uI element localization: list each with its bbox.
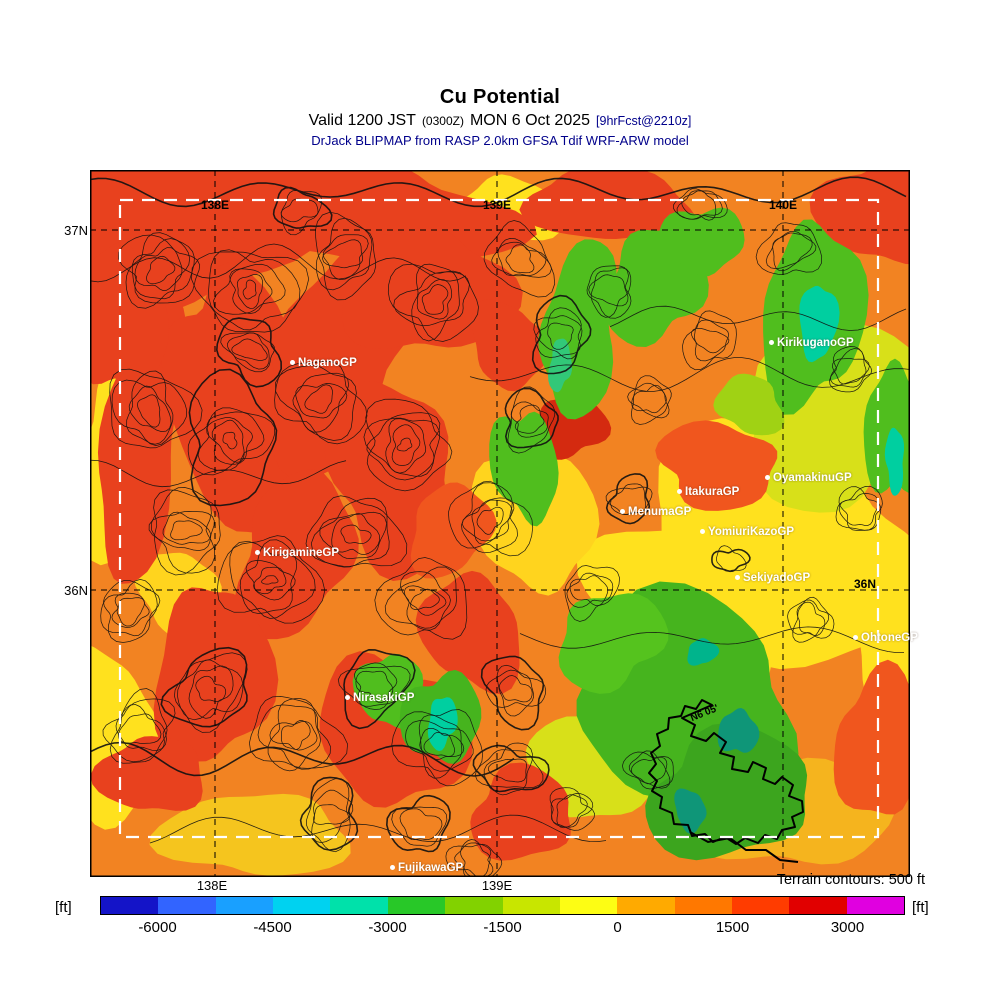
site-nagano: NaganoGP <box>290 357 357 369</box>
site-label: KirikuganoGP <box>777 337 854 349</box>
colorbar-segment <box>158 897 216 914</box>
site-label: OyamakinuGP <box>773 472 852 484</box>
site-marker-dot <box>853 635 858 640</box>
colorbar-tick-label: -3000 <box>368 919 407 936</box>
colorbar-segment <box>330 897 388 914</box>
potential-color-field <box>90 170 910 876</box>
forecast-run-note: [9hrFcst@2210z] <box>596 114 692 128</box>
colorbar-segment <box>273 897 331 914</box>
colorbar-tick-labels: -6000 -4500 -3000 -1500 0 1500 3000 <box>100 919 905 939</box>
site-sekiyado: SekiyadoGP <box>735 572 810 584</box>
site-marker-dot <box>390 865 395 870</box>
lon-label-138e-top: 138E <box>200 198 230 212</box>
site-kirikugano: KirikuganoGP <box>769 337 854 349</box>
site-ohtone: OhtoneGP <box>853 632 918 644</box>
colorbar-segment <box>559 897 618 914</box>
site-label: NirasakiGP <box>353 692 415 704</box>
site-kirigamine: KirigamineGP <box>255 547 339 559</box>
site-marker-dot <box>700 529 705 534</box>
site-marker-dot <box>677 489 682 494</box>
colorbar-tick-label: 0 <box>613 919 622 936</box>
colorbar-tick-label: 3000 <box>830 919 865 936</box>
colorbar-tick-label: -6000 <box>138 919 177 936</box>
colorbar-tick-label: -4500 <box>253 919 292 936</box>
lon-label-140e-top: 140E <box>768 198 798 212</box>
site-label: SekiyadoGP <box>743 572 811 584</box>
colorbar-segment <box>674 897 732 914</box>
site-label: NaganoGP <box>298 357 357 369</box>
site-marker-dot <box>620 509 625 514</box>
site-marker-dot <box>345 695 350 700</box>
colorbar-segment <box>502 897 560 914</box>
valid-time-line: Valid 1200 JST (0300Z) MON 6 Oct 2025 [9hrF… <box>0 112 1000 130</box>
model-domain-boundary <box>118 198 880 839</box>
site-label: FujikawaGP <box>398 862 464 874</box>
valid-time-utc: (0300Z) <box>421 114 464 128</box>
site-marker-dot <box>765 475 770 480</box>
forecast-map-canvas <box>90 170 910 877</box>
site-label: KirigamineGP <box>263 547 340 559</box>
colorbar-tick-label: 1500 <box>715 919 750 936</box>
site-oyamakinu: OyamakinuGP <box>765 472 852 484</box>
colorbar-segment <box>445 897 503 914</box>
site-marker-dot <box>290 360 295 365</box>
valid-date: MON 6 Oct 2025 <box>469 112 591 129</box>
lon-label-138e-bottom: 138E <box>196 878 228 893</box>
site-marker-dot <box>735 575 740 580</box>
lat-label-36n-right: 36N <box>854 577 877 591</box>
site-marker-dot <box>255 550 260 555</box>
site-nirasaki: NirasakiGP <box>345 692 414 704</box>
terrain-contour-note: Terrain contours: 500 ft <box>776 872 925 888</box>
model-description-line: DrJack BLIPMAP from RASP 2.0km GFSA Tdif… <box>311 133 689 148</box>
colorbar-segment <box>789 897 847 914</box>
colorbar-segment <box>731 897 790 914</box>
site-menuma: MenumaGP <box>620 506 691 518</box>
colorbar <box>100 896 905 915</box>
site-itakura: ItakuraGP <box>677 486 739 498</box>
site-label: MenumaGP <box>628 506 692 518</box>
valid-prefix: Valid 1200 JST <box>308 112 416 129</box>
lat-lon-gridlines <box>90 170 910 877</box>
site-label: OhtoneGP <box>861 632 918 644</box>
colorbar-segment <box>846 897 905 914</box>
coastline-segment <box>689 831 799 863</box>
colorbar-unit-right: [ft] <box>912 899 929 916</box>
site-yomiurikazo: YomiuriKazoGP <box>700 526 794 538</box>
lat-label-36n-left: 36N <box>64 583 88 598</box>
lat-label-37n-left: 37N <box>64 223 88 238</box>
page-title: Cu Potential <box>439 86 561 108</box>
lon-label-139e-top: 139E <box>482 198 512 212</box>
colorbar-segment <box>101 897 159 914</box>
site-marker-dot <box>769 340 774 345</box>
site-fujikawa: FujikawaGP <box>390 862 463 874</box>
terrain-contour-lines <box>90 176 910 877</box>
colorbar-segment <box>387 897 446 914</box>
colorbar-segment <box>215 897 274 914</box>
map-container: 138E 139E 140E 36N NaganoGP KirigamineGP… <box>90 170 918 877</box>
colorbar-tick-label: -1500 <box>483 919 522 936</box>
colorbar-segment <box>617 897 675 914</box>
lon-label-139e-bottom: 139E <box>481 878 513 893</box>
map-border <box>90 170 910 877</box>
site-label: ItakuraGP <box>685 486 740 498</box>
site-label: YomiuriKazoGP <box>708 526 795 538</box>
colorbar-unit-left: [ft] <box>55 899 72 916</box>
